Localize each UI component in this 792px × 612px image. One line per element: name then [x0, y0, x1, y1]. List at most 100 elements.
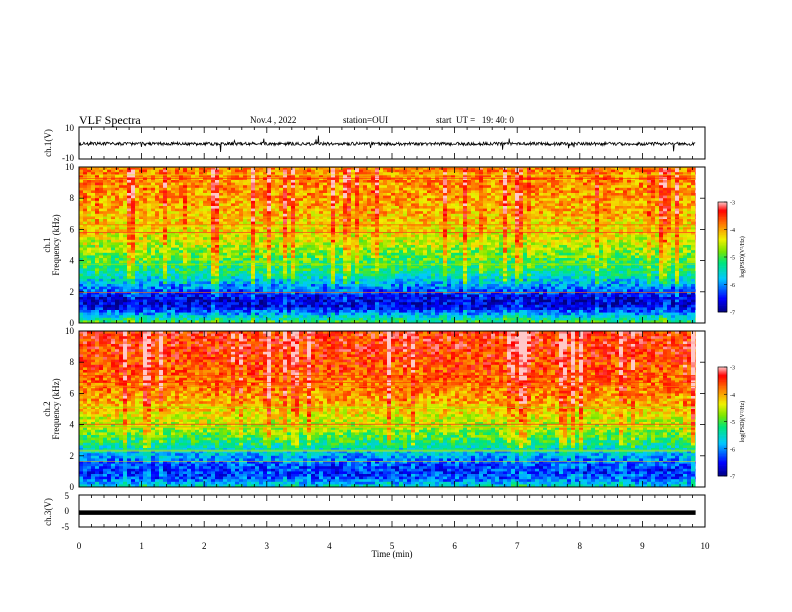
spectrogram-cell [335, 265, 340, 269]
spectrogram-cell [179, 271, 184, 274]
spectrogram-cell [299, 307, 304, 311]
spectrogram-cell [395, 260, 400, 264]
spectrogram-cell [143, 226, 148, 230]
spectrogram-cell [87, 278, 92, 282]
spectrogram-cell [135, 268, 140, 272]
spectrogram-cell [395, 200, 400, 204]
spectrogram-cell [131, 187, 136, 191]
spectrogram-cell [387, 320, 392, 324]
spectrogram-cell [143, 258, 148, 261]
spectrogram-cell [107, 219, 112, 222]
spectrogram-cell [131, 208, 136, 212]
spectrogram-cell [199, 185, 204, 189]
spectrogram-cell [391, 198, 396, 202]
spectrogram-cell [203, 286, 208, 290]
spectrogram-cell [311, 219, 316, 222]
spectrogram-cell [119, 234, 124, 238]
spectrogram-cell [227, 182, 232, 186]
spectrogram-cell [187, 208, 192, 212]
spectrogram-cell [111, 299, 116, 303]
spectrogram-cell [203, 284, 208, 287]
spectrogram-cell [79, 317, 84, 321]
spectrogram-cell [103, 234, 108, 238]
spectrogram-cell [139, 258, 144, 261]
spectrogram-cell [239, 276, 244, 280]
spectrogram-cell [319, 219, 324, 222]
spectrogram-cell [255, 250, 260, 254]
spectrogram-cell [387, 198, 392, 202]
spectrogram-cell [259, 320, 264, 324]
spectrogram-cell [311, 299, 316, 303]
spectrogram-cell [199, 182, 204, 186]
spectrogram-cell [127, 315, 132, 319]
spectrogram-cell [191, 260, 196, 264]
spectrogram-cell [235, 198, 240, 202]
spectrogram-cell [79, 304, 84, 308]
spectrogram-cell [171, 276, 176, 280]
spectrogram-cell [363, 206, 368, 209]
spectrogram-cell [343, 252, 348, 256]
spectrogram-cell [191, 224, 196, 228]
spectrogram-cell [359, 255, 364, 259]
spectrogram-cell [227, 193, 232, 196]
spectrogram-cell [311, 307, 316, 311]
spectrogram-cell [199, 221, 204, 225]
spectrogram-cell [119, 239, 124, 243]
spectrogram-cell [263, 268, 268, 272]
spectrogram-cell [171, 224, 176, 228]
spectrogram-cell [143, 317, 148, 321]
spectrogram-cell [87, 226, 92, 230]
spectrogram-cell [223, 245, 228, 248]
spectrogram-cell [267, 182, 272, 186]
spectrogram-cell [119, 276, 124, 280]
spectrogram-cell [203, 190, 208, 194]
spectrogram-cell [251, 182, 256, 186]
spectrogram-cell [127, 172, 132, 176]
spectrogram-cell [115, 252, 120, 256]
spectrogram-cell [107, 224, 112, 228]
spectrogram-cell [235, 260, 240, 264]
spectrogram-cell [351, 167, 356, 170]
spectrogram-cell [131, 211, 136, 215]
spectrogram-cell [111, 224, 116, 228]
spectrogram-cell [355, 203, 360, 207]
spectrogram-cell [143, 263, 148, 267]
spectrogram-cell [131, 224, 136, 228]
spectrogram-cell [195, 255, 200, 259]
spectrogram-cell [255, 315, 260, 319]
spectrogram-cell [255, 284, 260, 287]
spectrogram-cell [379, 208, 384, 212]
spectrogram-cell [119, 310, 124, 313]
spectrogram-cell [267, 219, 272, 222]
spectrogram-cell [339, 211, 344, 215]
spectrogram-cell [283, 304, 288, 308]
spectrogram-cell [87, 239, 92, 243]
spectrogram-cell [267, 180, 272, 183]
spectrogram-cell [211, 167, 216, 170]
spectrogram-cell [295, 307, 300, 311]
spectrogram-cell [179, 289, 184, 293]
spectrogram-cell [195, 250, 200, 254]
spectrogram-cell [379, 229, 384, 233]
spectrogram-cell [79, 216, 84, 220]
spectrogram-cell [223, 286, 228, 290]
spectrogram-cell [267, 200, 272, 204]
spectrogram-cell [259, 250, 264, 254]
spectrogram-cell [279, 271, 284, 274]
spectrogram-cell [279, 265, 284, 269]
spectrogram-cell [307, 234, 312, 238]
spectrogram-cell [271, 278, 276, 282]
spectrogram-cell [211, 219, 216, 222]
spectrogram-cell [115, 234, 120, 238]
spectrogram-cell [295, 226, 300, 230]
spectrogram-cell [367, 187, 372, 191]
spectrogram-cell [335, 172, 340, 176]
spectrogram-cell [259, 237, 264, 241]
spectrogram-cell [167, 247, 172, 251]
spectrogram-cell [327, 307, 332, 311]
spectrogram-cell [331, 213, 336, 217]
spectrogram-cell [295, 229, 300, 233]
spectrogram-cell [187, 245, 192, 248]
spectrogram-cell [215, 174, 220, 178]
spectrogram-cell [239, 297, 244, 300]
